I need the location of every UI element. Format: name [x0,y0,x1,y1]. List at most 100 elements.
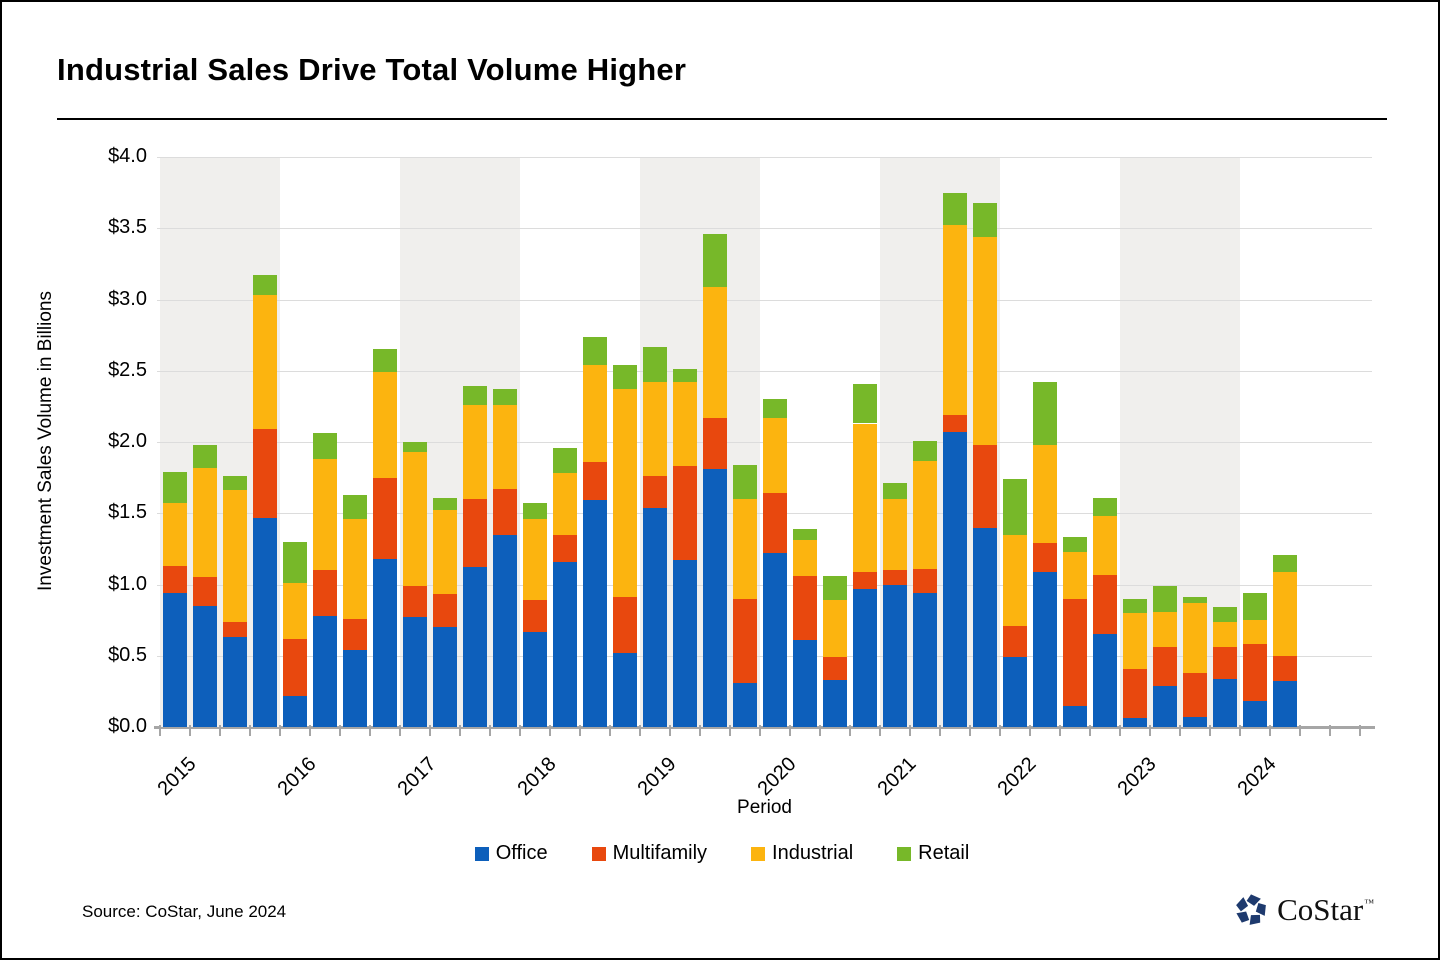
bar-segment-retail-2024-Q1 [1243,593,1267,621]
bar-segment-retail-2017-Q2 [433,497,457,511]
y-tick-label: $3.5 [108,216,147,239]
bar-segment-office-2020-Q2 [793,640,817,727]
x-axis-tick [429,725,431,736]
bar-segment-multifamily-2021-Q1 [883,570,907,585]
bar-segment-multifamily-2015-Q1 [163,566,187,594]
bar-segment-retail-2018-Q3 [583,336,607,366]
bar-segment-retail-2021-Q1 [883,483,907,499]
bar-segment-retail-2021-Q2 [913,440,937,461]
x-axis-tick [939,725,941,736]
bar-segment-retail-2019-Q2 [673,369,697,383]
bar-segment-industrial-2023-Q2 [1153,611,1177,648]
bar-segment-multifamily-2016-Q1 [283,638,307,696]
bar-segment-office-2018-Q3 [583,500,607,727]
bar-segment-industrial-2016-Q2 [313,459,337,571]
y-axis-tick-labels: $0.0 $0.5 $1.0 $1.5 $2.0 $2.5 $3.0 $3.5 $4.0 [2,145,147,737]
legend-label: Industrial [772,842,854,864]
year-label-2020: 2020 [753,753,801,801]
bar-segment-office-2022-Q2 [1033,571,1057,727]
legend-label: Office [495,842,548,864]
x-axis-tick [909,725,911,736]
bar-segment-retail-2016-Q3 [343,494,367,519]
bar-segment-multifamily-2016-Q4 [373,477,397,559]
x-axis-tick [279,725,281,736]
bar-segment-multifamily-2015-Q2 [193,577,217,606]
x-axis-tick [669,725,671,736]
legend-item-office: Office [474,842,548,865]
bar-segment-retail-2019-Q4 [733,464,757,499]
bar-segment-office-2018-Q2 [553,561,577,727]
bar-segment-office-2016-Q2 [313,615,337,727]
bar-segment-industrial-2022-Q3 [1063,551,1087,599]
bar-segment-office-2021-Q4 [973,527,997,727]
bar-segment-multifamily-2018-Q4 [613,597,637,653]
x-axis-tick [1179,725,1181,736]
bar-segment-office-2016-Q4 [373,558,397,727]
gridline [157,228,1372,230]
bar-segment-multifamily-2021-Q4 [973,444,997,528]
y-tick-label: $2.0 [108,430,147,452]
bar-segment-office-2015-Q4 [253,517,277,727]
y-tick-label: $2.5 [108,358,147,381]
x-axis-tick [489,725,491,736]
bar-segment-office-2019-Q4 [733,682,757,727]
bar-segment-multifamily-2016-Q2 [313,570,337,616]
bar-segment-retail-2021-Q3 [943,192,967,226]
bar-segment-industrial-2017-Q3 [463,404,487,499]
bar-segment-office-2017-Q4 [493,534,517,727]
bar-segment-retail-2019-Q3 [703,233,727,287]
bar-segment-multifamily-2019-Q3 [703,417,727,470]
bar-segment-office-2024-Q1 [1243,701,1267,727]
bar-segment-multifamily-2024-Q2 [1273,655,1297,682]
bar-segment-office-2023-Q2 [1153,685,1177,727]
bar-segment-industrial-2015-Q4 [253,295,277,430]
costar-logo: CoStar™ [1234,892,1374,928]
bar-segment-office-2020-Q4 [853,588,877,727]
bar-segment-retail-2017-Q3 [463,386,487,405]
bar-segment-office-2016-Q1 [283,695,307,727]
bar-segment-industrial-2023-Q1 [1123,613,1147,669]
bar-segment-multifamily-2017-Q1 [403,585,427,618]
bar-segment-office-2022-Q1 [1003,657,1027,727]
bar-segment-industrial-2015-Q3 [223,490,247,622]
x-axis-tick [699,725,701,736]
bar-segment-industrial-2016-Q4 [373,372,397,478]
bar-segment-retail-2018-Q4 [613,365,637,390]
bar-segment-retail-2021-Q4 [973,202,997,237]
bar-segment-multifamily-2018-Q2 [553,534,577,562]
bar-segment-multifamily-2019-Q1 [643,476,667,508]
bar-segment-industrial-2022-Q2 [1033,444,1057,544]
bar-segment-industrial-2024-Q2 [1273,571,1297,656]
y-tick-label: $3.0 [108,287,147,310]
bar-segment-industrial-2017-Q1 [403,452,427,586]
bar-segment-multifamily-2017-Q3 [463,499,487,568]
bar-segment-retail-2020-Q2 [793,528,817,541]
bar-segment-retail-2016-Q4 [373,349,397,373]
bar-segment-retail-2020-Q1 [763,399,787,418]
bar-segment-office-2018-Q4 [613,652,637,727]
bar-segment-retail-2015-Q2 [193,444,217,468]
legend: Office Multifamily Industrial Retail [2,842,1438,865]
bar-segment-multifamily-2023-Q3 [1183,672,1207,718]
x-axis-tick [969,725,971,736]
bar-segment-industrial-2023-Q3 [1183,603,1207,673]
bar-segment-retail-2019-Q1 [643,346,667,383]
x-axis-tick [159,725,161,736]
year-label-2017: 2017 [393,753,441,801]
year-label-2018: 2018 [513,753,561,801]
bar-segment-office-2023-Q1 [1123,718,1147,727]
x-axis-tick [759,725,761,736]
bar-segment-office-2022-Q3 [1063,705,1087,727]
x-axis-tick [1029,725,1031,736]
x-axis-tick [579,725,581,736]
bar-segment-retail-2018-Q2 [553,447,577,474]
x-axis-tick [549,725,551,736]
x-axis-tick [1239,725,1241,736]
legend-item-multifamily: Multifamily [591,842,707,865]
x-axis-tick [189,725,191,736]
bar-segment-industrial-2021-Q4 [973,236,997,445]
bar-segment-multifamily-2022-Q3 [1063,598,1087,706]
bar-segment-retail-2023-Q1 [1123,598,1147,613]
bar-segment-office-2015-Q3 [223,637,247,727]
